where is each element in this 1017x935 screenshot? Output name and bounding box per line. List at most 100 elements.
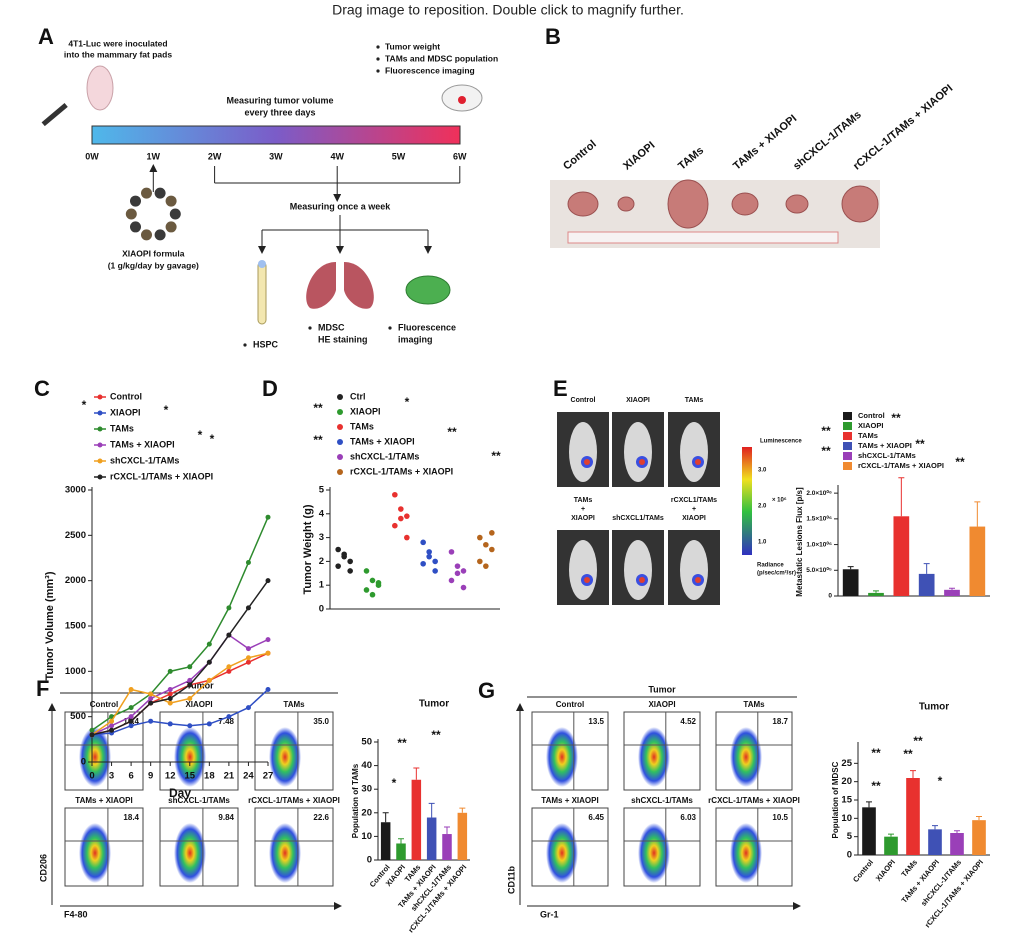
point (341, 551, 347, 558)
legend-swatch (843, 442, 852, 450)
point (206, 641, 212, 647)
label: shCXCL1/TAMs (612, 515, 664, 522)
lung-icon (344, 262, 374, 309)
label: Luminescence (760, 439, 802, 445)
bar (918, 573, 935, 596)
significance: ** (913, 734, 923, 748)
point (489, 546, 495, 553)
bullet (376, 57, 380, 61)
error-bar (459, 807, 466, 813)
point (109, 718, 115, 724)
panel-label: E (553, 376, 568, 401)
significance: ** (397, 736, 407, 750)
point (245, 560, 251, 566)
point (398, 515, 404, 522)
point (420, 560, 426, 567)
label: Fluorescence (398, 322, 456, 332)
legend-swatch (97, 426, 103, 432)
point (483, 563, 489, 569)
chart-title: Tumor (919, 702, 949, 713)
series-line (91, 516, 269, 731)
density (638, 727, 670, 787)
viewer-hint: Drag image to reposition. Double click t… (332, 2, 684, 18)
x-tick-label: 18 (204, 771, 215, 782)
density (79, 823, 111, 883)
density (546, 823, 578, 883)
legend-label: TAMs (350, 421, 374, 431)
point (167, 696, 173, 702)
label: 18.4 (123, 813, 139, 822)
y-tick-label: 2 (319, 556, 324, 567)
label: TAMs (685, 397, 704, 404)
label: TAMs + XIAOPI (541, 796, 598, 805)
group-label: TAMs (676, 145, 706, 173)
label: 4W (330, 151, 344, 161)
tumor-dot (458, 96, 466, 104)
point (226, 714, 232, 720)
mouse-body (569, 540, 597, 600)
tumor (731, 192, 759, 216)
bar (426, 817, 437, 860)
x-tick-label: XIAOPI (874, 858, 897, 883)
panel-label: G (478, 678, 495, 703)
point (109, 723, 115, 729)
legend-label: XIAOPI (110, 407, 141, 417)
label: Measuring once a week (290, 201, 392, 211)
label: HSPC (253, 339, 279, 349)
significance: * (164, 403, 169, 417)
label: rCXCL1/TAMs (671, 497, 717, 504)
legend-swatch (843, 422, 852, 430)
chart-title: Tumor (419, 699, 449, 710)
point (347, 558, 353, 565)
panel-label: F (36, 676, 49, 701)
significance: * (392, 776, 397, 790)
density (174, 727, 206, 787)
legend-swatch (97, 474, 103, 480)
point (128, 723, 134, 729)
error-bar (923, 563, 930, 574)
point (347, 568, 353, 574)
x-tick-label: Control (851, 858, 875, 884)
point (432, 568, 438, 574)
y-tick-label: 15 (841, 795, 852, 806)
label: rCXCL-1/TAMs + XIAOPI (248, 796, 340, 805)
point (460, 584, 467, 591)
label: Control (571, 397, 596, 404)
error-bar (382, 812, 389, 823)
y-axis-label: Tumor Volume (mm³) (44, 571, 56, 680)
error-bar (976, 816, 982, 821)
point (392, 522, 398, 529)
label: XIAOPI (682, 515, 706, 522)
legend-label: XIAOPI (350, 406, 381, 416)
y-tick-label: 1.0×10⁰⁶ (806, 540, 832, 548)
panel-label: B (545, 24, 561, 49)
x-tick-label: 3 (109, 771, 114, 782)
bar (842, 569, 859, 596)
error-bar (954, 830, 960, 833)
bone-icon (258, 260, 266, 268)
point (369, 591, 376, 598)
syringe-icon (41, 103, 68, 127)
point (426, 549, 432, 555)
point (226, 632, 232, 638)
significance: ** (891, 411, 901, 425)
point (128, 686, 134, 692)
label: TAMs + XIAOPI (75, 796, 132, 805)
significance: ** (821, 444, 831, 458)
y-axis-label: Population of TAMs (351, 763, 360, 838)
y-tick-label: 0 (828, 593, 832, 600)
point (335, 563, 341, 569)
point (245, 655, 251, 661)
density (638, 823, 670, 883)
y-tick-label: 2000 (65, 575, 86, 586)
label: 1.0 (758, 540, 767, 546)
signal (695, 577, 701, 583)
significance: ** (313, 401, 323, 415)
label: imaging (398, 334, 433, 344)
legend-swatch (843, 412, 852, 420)
point (89, 727, 95, 733)
label: 35.0 (313, 717, 329, 726)
legend-swatch (97, 442, 103, 448)
error-bar (847, 566, 854, 570)
